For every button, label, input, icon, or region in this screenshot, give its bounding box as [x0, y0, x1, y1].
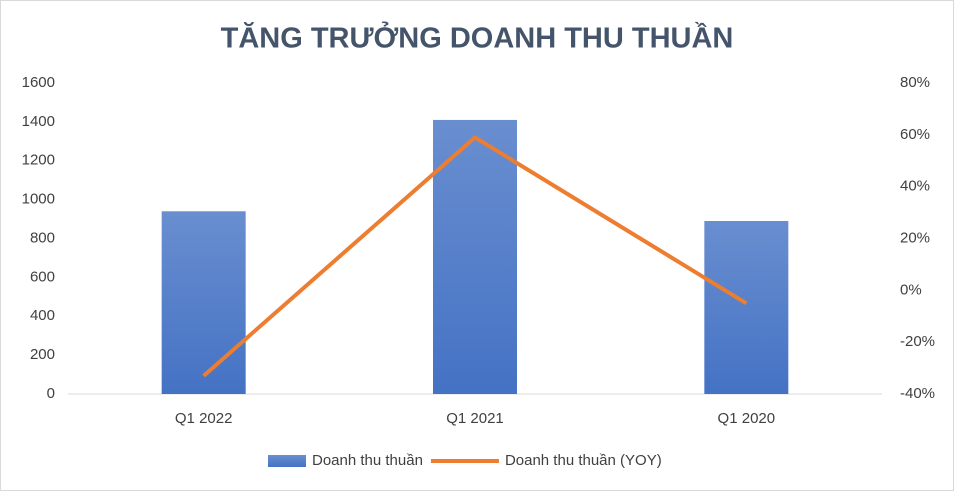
y-tick-label: 400 [30, 307, 55, 324]
y-tick-label: 1200 [22, 152, 55, 169]
y2-tick-label: 0% [900, 281, 922, 298]
x-tick-label: Q1 2020 [718, 410, 776, 427]
legend-swatch [268, 455, 306, 467]
x-tick-label: Q1 2021 [446, 410, 504, 427]
y2-tick-label: 40% [900, 178, 930, 195]
bar [704, 221, 789, 394]
y-tick-label: 1600 [22, 74, 55, 91]
bar [433, 119, 517, 395]
y-tick-label: 1400 [22, 113, 55, 130]
bar [161, 211, 246, 394]
line [202, 135, 748, 378]
y2-tick-label: -20% [900, 333, 935, 350]
chart-title: TĂNG TRƯỞNG DOANH THU THUẦN [221, 21, 734, 55]
legend-label: Doanh thu thuần (YOY) [505, 452, 662, 469]
y-tick-label: 600 [30, 268, 55, 285]
y2-tick-label: -40% [900, 385, 935, 402]
y-tick-label: 1000 [22, 191, 55, 208]
y-tick-label: 0 [47, 385, 55, 402]
y2-tick-label: 60% [900, 126, 930, 143]
y-tick-label: 200 [30, 346, 55, 363]
y2-tick-label: 20% [900, 229, 930, 246]
legend-label: Doanh thu thuần [312, 452, 423, 469]
y-tick-label: 800 [30, 229, 55, 246]
y2-tick-label: 80% [900, 74, 930, 91]
x-tick-label: Q1 2022 [175, 410, 233, 427]
